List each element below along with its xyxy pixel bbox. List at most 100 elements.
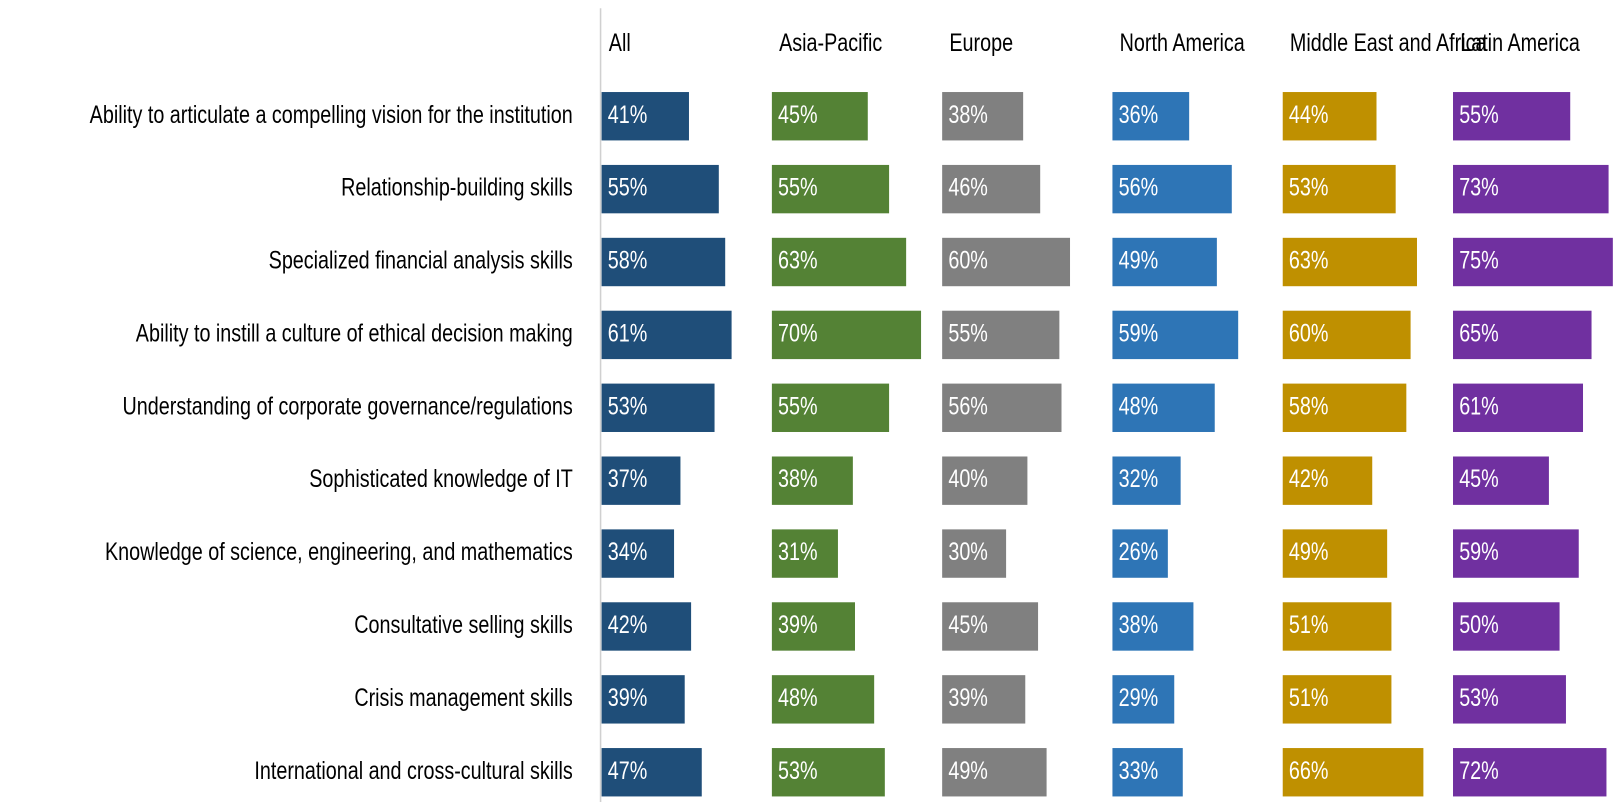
bar — [942, 310, 1060, 360]
bar — [1453, 310, 1592, 360]
bar — [771, 675, 875, 724]
legend-label: North America — [1120, 29, 1246, 57]
value-label: 49% — [948, 757, 988, 785]
value-label: 45% — [1459, 465, 1499, 493]
value-label: 36% — [1119, 101, 1159, 129]
bar — [1112, 748, 1183, 797]
value-label: 44% — [1289, 101, 1329, 129]
value-label: 42% — [608, 611, 648, 639]
value-label: 26% — [1119, 538, 1159, 566]
value-label: 42% — [1289, 465, 1329, 493]
category-label: Relationship-building skills — [341, 174, 573, 202]
value-label: 75% — [1459, 246, 1499, 274]
value-label: 41% — [608, 101, 648, 129]
value-label: 72% — [1459, 757, 1499, 785]
value-label: 55% — [1459, 101, 1499, 129]
legend-label: Middle East and Africa — [1290, 29, 1487, 57]
category-label: International and cross-cultural skills — [254, 757, 572, 785]
bar — [771, 456, 853, 505]
value-label: 65% — [1459, 319, 1499, 347]
bar — [1453, 237, 1613, 287]
bar — [942, 675, 1026, 724]
value-label: 53% — [608, 392, 648, 420]
bar — [1282, 529, 1388, 578]
legend-label: Asia-Pacific — [779, 29, 882, 57]
bar — [1282, 92, 1377, 141]
bar — [771, 748, 885, 797]
bar — [1453, 529, 1579, 578]
value-label: 33% — [1119, 757, 1159, 785]
bar — [1112, 237, 1217, 287]
value-label: 56% — [1119, 174, 1159, 202]
value-label: 37% — [608, 465, 648, 493]
bar — [1453, 675, 1566, 724]
value-label: 60% — [1289, 319, 1329, 347]
value-label: 38% — [778, 465, 818, 493]
value-label: 58% — [1289, 392, 1329, 420]
legend-label: Europe — [949, 29, 1013, 57]
bar — [1453, 164, 1609, 214]
value-label: 39% — [778, 611, 818, 639]
bar — [1282, 456, 1373, 505]
value-label: 45% — [948, 611, 988, 639]
bar — [601, 529, 675, 578]
value-label: 53% — [1459, 684, 1499, 712]
value-label: 49% — [1289, 538, 1329, 566]
value-label: 63% — [778, 246, 818, 274]
category-label: Understanding of corporate governance/re… — [123, 392, 573, 420]
bar — [601, 237, 726, 287]
bar — [601, 164, 719, 214]
value-label: 47% — [608, 757, 648, 785]
category-label: Ability to articulate a compelling visio… — [90, 101, 573, 129]
bar — [1282, 748, 1424, 797]
value-label: 63% — [1289, 246, 1329, 274]
value-label: 59% — [1459, 538, 1499, 566]
bar — [771, 529, 838, 578]
value-label: 46% — [948, 174, 988, 202]
bar — [942, 748, 1047, 797]
bar — [601, 675, 685, 724]
bar — [1282, 602, 1392, 651]
category-label: Sophisticated knowledge of IT — [309, 465, 573, 493]
value-label: 73% — [1459, 174, 1499, 202]
value-label: 55% — [778, 174, 818, 202]
bar — [942, 529, 1007, 578]
category-label: Consultative selling skills — [354, 611, 572, 639]
value-label: 51% — [1289, 684, 1329, 712]
value-label: 61% — [1459, 392, 1499, 420]
value-label: 38% — [1119, 611, 1159, 639]
legend-label: All — [609, 29, 631, 57]
bar — [942, 237, 1071, 287]
bar — [601, 310, 732, 360]
value-label: 30% — [948, 538, 988, 566]
bar — [771, 602, 855, 651]
value-label: 45% — [778, 101, 818, 129]
value-label: 56% — [948, 392, 988, 420]
value-label: 60% — [948, 246, 988, 274]
value-label: 58% — [608, 246, 648, 274]
value-label: 40% — [948, 465, 988, 493]
bar — [1282, 164, 1396, 214]
bar — [1282, 383, 1407, 432]
bar — [942, 602, 1039, 651]
value-label: 61% — [608, 319, 648, 347]
value-label: 38% — [948, 101, 988, 129]
legend-label: Latin America — [1460, 29, 1580, 57]
bar — [1112, 529, 1168, 578]
value-label: 53% — [778, 757, 818, 785]
value-label: 51% — [1289, 611, 1329, 639]
bar — [1453, 92, 1571, 141]
bar — [1112, 383, 1215, 432]
bar — [1453, 748, 1607, 797]
value-label: 48% — [1119, 392, 1159, 420]
bar — [601, 748, 702, 797]
bar — [1112, 456, 1181, 505]
bar — [942, 456, 1028, 505]
value-label: 59% — [1119, 319, 1159, 347]
bar — [1282, 310, 1411, 360]
bar — [601, 383, 715, 432]
bar — [1453, 602, 1560, 651]
bar — [771, 383, 890, 432]
bar — [1112, 675, 1175, 724]
